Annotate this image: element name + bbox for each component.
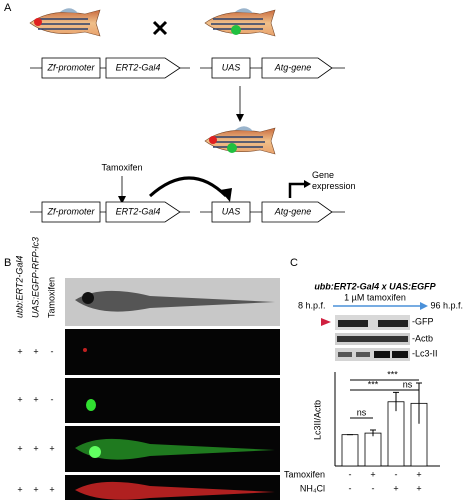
green-heart [231,25,241,35]
zf-promoter: Zf-promoter [46,62,95,72]
arrowhead [220,188,232,202]
error-bar [370,429,376,437]
larva-green [75,438,275,460]
bar [387,401,405,467]
genotype-sign: + [33,484,38,494]
red-eye [209,136,217,144]
significance-label: *** [368,379,379,389]
cross [152,20,168,36]
condition-sign: - [349,469,352,479]
row-header: UAS:EGFP-RFP-lc3 [30,237,40,318]
significance-label: *** [387,369,398,379]
atg-gene: Atg-gene [274,62,312,72]
genotype-sign: + [49,484,54,494]
green-heart [227,143,237,153]
genotype-sign: + [17,394,22,404]
driver: ERT2-Gal4 [116,62,161,72]
box [211,57,251,79]
error-bar [393,391,399,412]
gene-expression: Gene expression [312,170,356,191]
band [378,320,408,327]
band [392,351,408,358]
green-channel-image [65,378,280,423]
driver: ERT2-Gal4 [116,206,161,216]
row-header: ubb:ERT2-Gal4 [14,256,24,318]
curved-arrow [148,176,228,198]
band [338,352,352,357]
genotype-sign: - [51,346,54,356]
genotype-sign: + [49,443,54,453]
arrowhead [304,180,311,188]
signal [83,348,87,352]
arrowhead [420,302,428,310]
condition-sign: + [416,469,421,479]
condition-sign: + [416,483,421,493]
genotype-sign: + [17,346,22,356]
condition-name: Tamoxifen [284,469,325,479]
tamoxifen-label: Tamoxifen [101,162,142,172]
panel-label: C [290,257,298,269]
box [41,201,101,223]
genotype-sign: + [17,443,22,453]
band [356,352,370,357]
genotype-sign: + [33,394,38,404]
box [41,57,101,79]
blot-lc3 [335,348,410,361]
genotype-sign: - [51,394,54,404]
zf-promoter: Zf-promoter [46,206,95,216]
arrow-box [261,201,333,223]
arrowhead [236,114,244,122]
uas: UAS [222,62,241,72]
box [211,201,251,223]
arrowhead [118,196,126,204]
blot-label: -Actb [412,333,433,343]
significance-label: ns [403,379,413,389]
signal [89,446,101,458]
bar [341,434,359,467]
condition-sign: + [393,483,398,493]
blot-label: -GFP [412,316,434,326]
panel-title: ubb:ERT2-Gal4 x UAS:EGFP [314,281,436,291]
larva [75,290,275,312]
condition-sign: + [370,469,375,479]
red-channel-image [65,329,280,375]
atg-gene: Atg-gene [274,206,312,216]
signal [86,399,96,411]
genotype-sign: + [17,484,22,494]
arrow-box [105,57,181,79]
arrow-box [105,201,181,223]
end-time: 96 h.p.f. [430,300,463,310]
panel-label: A [4,2,12,14]
condition-sign: - [349,483,352,493]
larva-eye [82,292,94,304]
treatment: 1 µM tamoxifen [344,292,406,302]
band [337,336,408,342]
red-eye [34,18,42,26]
start-time: 8 h.p.f. [298,300,326,310]
bar [364,432,382,467]
panel-label: B [4,257,11,269]
arrow-box [261,57,333,79]
condition-name: NH₄Cl [300,483,325,493]
uas: UAS [222,206,241,216]
condition-sign: - [395,469,398,479]
band [374,351,390,358]
condition-sign: - [372,483,375,493]
gene-expression-box: Gene expression [312,170,356,191]
row-header: Tamoxifen [46,277,56,318]
genotype-sign: + [33,346,38,356]
larva-red [75,481,275,500]
band [338,320,368,327]
expression-arrow [288,182,306,198]
blot-label: -Lc3-II [412,348,438,358]
red-arrowhead [321,318,331,326]
significance-label: ns [357,407,367,417]
y-axis-label: Lc3II/Actb [312,400,322,440]
genotype-sign: + [33,443,38,453]
